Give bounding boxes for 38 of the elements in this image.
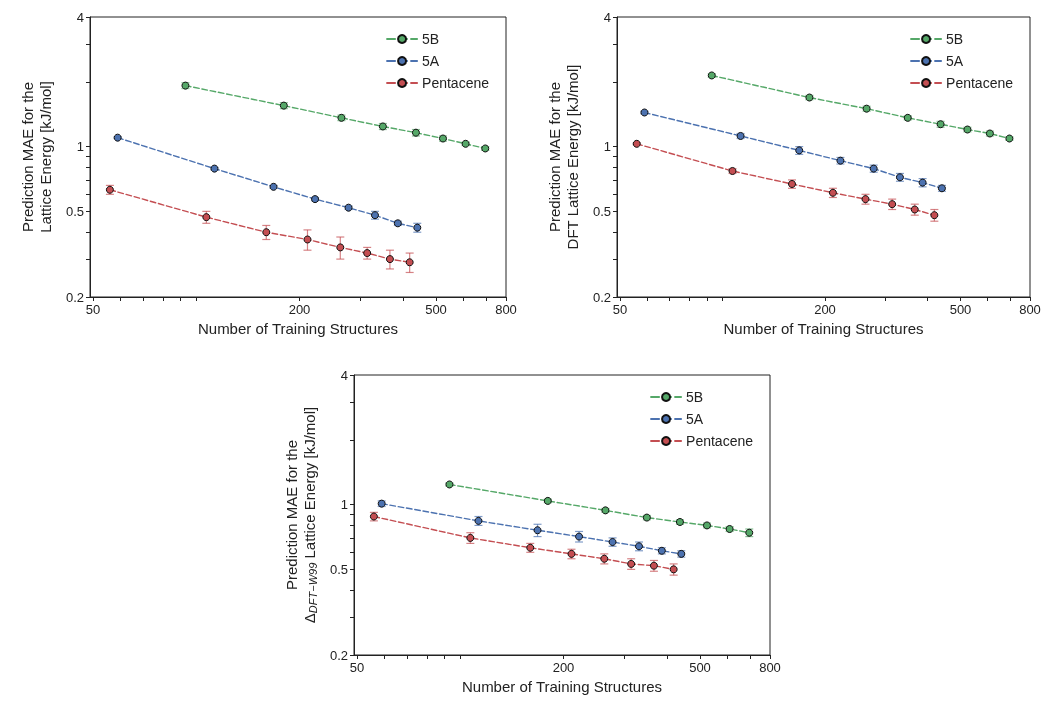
- x-tick-label: 500: [949, 302, 972, 317]
- x-axis-title: Number of Training Structures: [197, 319, 399, 337]
- x-tick-label: 500: [425, 302, 447, 317]
- y-tick-label: 0.5: [592, 203, 611, 219]
- y-tick-label: 0.2: [592, 289, 611, 305]
- x-tick-label: 200: [814, 302, 836, 317]
- y-tick-label: 1: [76, 139, 84, 155]
- legend-label: Pentacene: [422, 75, 490, 91]
- y-axis-title: Prediction MAE for the DFT Lattice Energy [kJ/mol]: [545, 64, 581, 250]
- legend-label: Pentacene: [686, 433, 754, 449]
- x-tick-label: 200: [552, 660, 575, 675]
- x-axis-title: Number of Training Structures: [723, 319, 924, 337]
- legend-label: 5A: [422, 53, 440, 69]
- x-tick-label: 50: [612, 302, 628, 317]
- y-tick-label: 1: [340, 497, 348, 513]
- y-tick-label: 0.2: [65, 289, 84, 305]
- legend-label: 5A: [946, 53, 964, 69]
- x-tick-label: 50: [349, 660, 365, 675]
- legend-label: Pentacene: [946, 75, 1014, 91]
- y-tick-label: 4: [340, 367, 348, 383]
- y-tick-label: 0.2: [329, 647, 348, 663]
- legend-label: 5B: [686, 389, 704, 405]
- legend-label: 5B: [946, 31, 964, 47]
- y-tick-label: 4: [76, 9, 84, 25]
- y-tick-label: 1: [603, 139, 611, 155]
- y-tick-label: 0.5: [329, 561, 348, 577]
- x-tick-label: 500: [689, 660, 711, 675]
- y-tick-label: 4: [603, 9, 611, 25]
- legend-label: 5A: [686, 411, 704, 427]
- x-tick-label: 200: [288, 302, 311, 317]
- x-tick-label: 800: [1019, 302, 1041, 317]
- x-tick-label: 50: [85, 302, 101, 317]
- x-axis-title: Number of Training Structures: [461, 677, 663, 695]
- y-axis-title: Prediction MAE for the Lattice Energy [kJ/mol]: [18, 81, 54, 233]
- y-tick-label: 0.5: [65, 203, 84, 219]
- legend-label: 5B: [422, 31, 440, 47]
- x-tick-label: 800: [759, 660, 781, 675]
- x-tick-label: 800: [495, 302, 517, 317]
